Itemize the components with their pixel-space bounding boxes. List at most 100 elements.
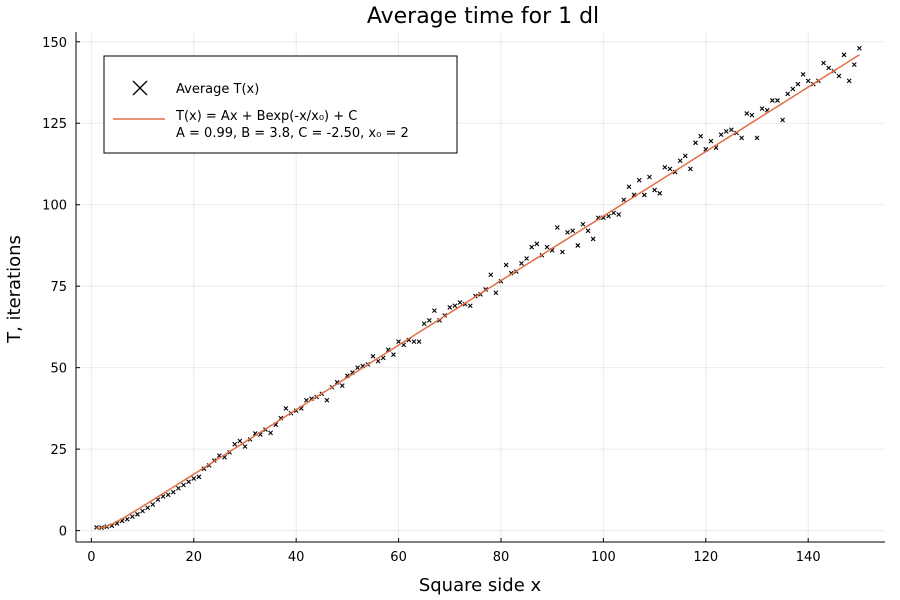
- data-point-stroke: [129, 514, 135, 519]
- data-point-stroke: [426, 318, 432, 323]
- data-point: [857, 45, 862, 51]
- data-point-stroke: [176, 485, 181, 491]
- data-point-stroke: [457, 300, 463, 305]
- data-point-stroke: [795, 81, 801, 87]
- data-point-stroke: [600, 215, 606, 221]
- data-point: [693, 140, 698, 146]
- data-point-stroke: [688, 166, 693, 172]
- data-point: [836, 73, 842, 79]
- data-point-stroke: [467, 303, 473, 309]
- data-point: [370, 353, 376, 359]
- data-point-stroke: [857, 45, 862, 51]
- data-point-stroke: [385, 347, 391, 353]
- data-point: [324, 397, 330, 403]
- data-point: [616, 212, 622, 217]
- data-point: [544, 244, 550, 250]
- data-point-stroke: [216, 453, 222, 459]
- data-point-stroke: [165, 492, 171, 498]
- data-point-stroke: [334, 379, 340, 385]
- data-point: [534, 241, 540, 247]
- data-point-stroke: [181, 482, 186, 488]
- data-point: [396, 339, 401, 344]
- data-point-stroke: [160, 493, 166, 499]
- data-point: [426, 318, 432, 323]
- x-tick-label: 120: [693, 550, 718, 565]
- chart-title: Average time for 1 dl: [367, 4, 599, 29]
- data-point: [196, 474, 202, 480]
- data-point-stroke: [145, 505, 151, 511]
- data-point: [739, 135, 745, 141]
- data-point-stroke: [667, 166, 673, 172]
- data-point-stroke: [851, 62, 857, 67]
- data-point: [283, 406, 289, 411]
- data-point: [652, 187, 657, 193]
- data-point-stroke: [242, 444, 248, 449]
- data-point: [242, 444, 248, 449]
- data-point: [851, 62, 857, 67]
- data-point-stroke: [109, 523, 115, 529]
- data-point: [688, 166, 693, 172]
- data-point: [493, 290, 499, 296]
- data-point-stroke: [626, 184, 632, 190]
- data-point-stroke: [196, 474, 202, 480]
- data-point-stroke: [119, 518, 125, 524]
- x-tick-label: 60: [390, 550, 407, 565]
- data-point-stroke: [606, 213, 611, 219]
- data-point-stroke: [488, 272, 494, 278]
- data-point: [626, 184, 632, 190]
- ticks: 0 20 40 60 80 100 120 140 0 25 50 75 100 125 150: [42, 36, 820, 565]
- data-point-stroke: [826, 65, 832, 71]
- data-point: [821, 60, 826, 66]
- data-point: [800, 71, 806, 77]
- data-point-stroke: [744, 111, 750, 116]
- data-point: [432, 308, 437, 314]
- data-point: [191, 476, 197, 481]
- data-point-stroke: [836, 73, 842, 79]
- data-point-stroke: [560, 249, 565, 255]
- data-point: [421, 321, 427, 327]
- data-point: [411, 339, 417, 344]
- data-point-stroke: [631, 192, 637, 198]
- data-point-stroke: [375, 358, 381, 364]
- data-point-stroke: [355, 365, 361, 371]
- y-tick-label: 75: [50, 280, 67, 295]
- data-point: [662, 164, 668, 170]
- data-point-stroke: [693, 140, 698, 146]
- data-point: [682, 153, 688, 159]
- data-point: [708, 138, 714, 144]
- fit-line: [96, 54, 860, 529]
- data-point: [170, 489, 176, 495]
- data-point-stroke: [580, 221, 586, 227]
- data-point: [698, 133, 704, 139]
- data-point: [606, 213, 611, 219]
- data-point-stroke: [764, 107, 770, 113]
- data-point: [129, 514, 135, 519]
- data-point-stroke: [723, 129, 729, 134]
- data-point-stroke: [155, 497, 161, 503]
- data-point-stroke: [421, 321, 427, 327]
- data-point: [560, 249, 565, 255]
- data-point: [641, 192, 647, 198]
- x-tick-label: 20: [185, 550, 202, 565]
- data-point: [391, 352, 396, 358]
- data-point: [186, 479, 192, 485]
- data-point: [447, 304, 453, 310]
- data-point: [677, 158, 683, 164]
- data-point-stroke: [283, 406, 289, 411]
- data-point-stroke: [785, 91, 791, 97]
- data-point: [749, 112, 755, 118]
- x-tick-label: 140: [796, 550, 821, 565]
- data-point-stroke: [611, 210, 617, 216]
- data-point-stroke: [698, 133, 704, 139]
- data-point-stroke: [401, 342, 407, 348]
- data-point: [846, 78, 852, 84]
- data-point: [657, 190, 663, 196]
- y-tick-label: 150: [42, 36, 67, 51]
- data-point: [570, 228, 576, 234]
- data-point-stroke: [135, 511, 140, 517]
- data-point: [621, 197, 627, 203]
- data-point: [718, 132, 724, 138]
- data-point-stroke: [570, 228, 576, 234]
- y-axis-label: T, iterations: [4, 235, 25, 344]
- data-point-stroke: [304, 397, 309, 403]
